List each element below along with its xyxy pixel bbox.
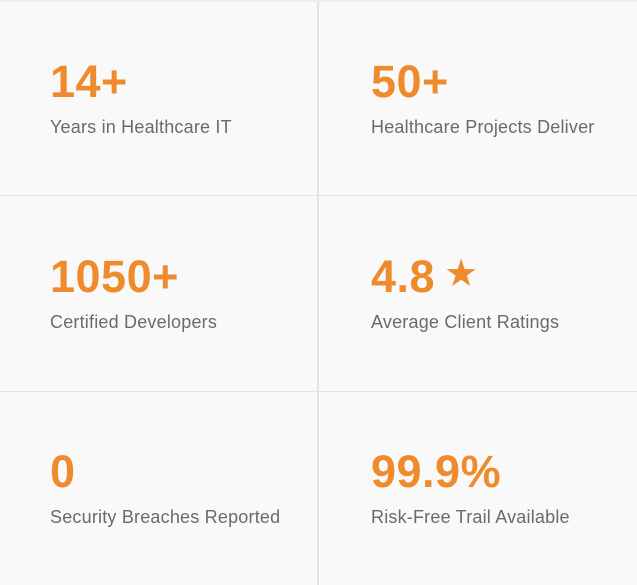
- stat-value: 14+: [50, 55, 128, 107]
- stat-card-healthcare-projects: 50+ Healthcare Projects Deliver: [319, 2, 637, 196]
- stat-label: Risk-Free Trail Available: [371, 506, 570, 527]
- stat-card-average-client-ratings: 4.8 ★ Average Client Ratings: [319, 196, 637, 392]
- stat-label: Average Client Ratings: [371, 311, 560, 332]
- star-icon: ★: [444, 253, 479, 296]
- stat-card-security-breaches: 0 Security Breaches Reported: [0, 392, 319, 585]
- stat-value: 4.8: [371, 250, 436, 302]
- stat-value-row: 50+: [371, 59, 627, 104]
- stat-label: Years in Healthcare IT: [50, 116, 232, 137]
- stat-value-row: 99.9%: [371, 449, 627, 494]
- stat-value: 50+: [371, 55, 449, 107]
- stat-label: Certified Developers: [50, 311, 218, 332]
- stat-label: Security Breaches Reported: [50, 506, 281, 527]
- stat-label: Healthcare Projects Deliver: [371, 116, 595, 137]
- stat-card-years-in-healthcare-it: 14+ Years in Healthcare IT: [0, 2, 319, 196]
- stat-card-risk-free-trail: 99.9% Risk-Free Trail Available: [319, 392, 637, 585]
- stat-value-row: 1050+: [50, 254, 307, 299]
- stat-value: 1050+: [50, 250, 179, 302]
- stat-value-row: 4.8 ★: [371, 254, 627, 299]
- stat-value-row: 14+: [50, 59, 307, 104]
- stat-value: 0: [50, 445, 76, 497]
- stat-value: 99.9%: [371, 445, 502, 497]
- stat-card-certified-developers: 1050+ Certified Developers: [0, 196, 319, 392]
- stat-value-row: 0: [50, 449, 307, 494]
